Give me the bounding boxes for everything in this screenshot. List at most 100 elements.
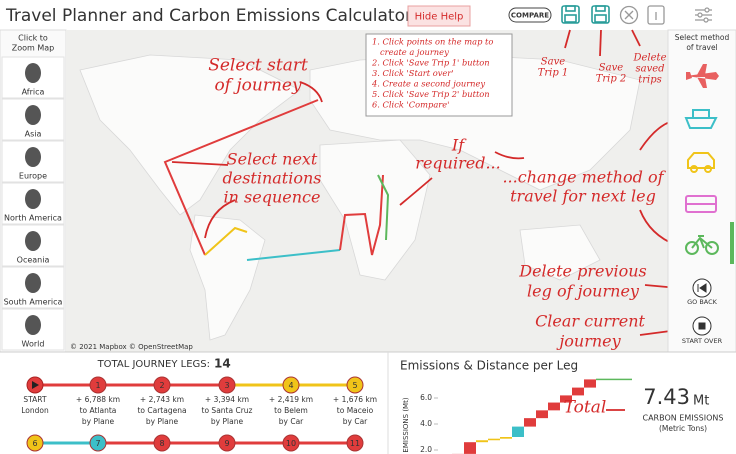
- leg-bar: [524, 418, 536, 427]
- region-icon: [25, 147, 41, 167]
- delete-saved-button[interactable]: [619, 5, 639, 25]
- stop-number: 10: [286, 439, 296, 448]
- stop-number: 7: [95, 439, 100, 448]
- bike-button[interactable]: [685, 235, 719, 255]
- stop-place: to Atlanta: [80, 406, 117, 415]
- leg-bar: [488, 438, 500, 441]
- annotation: in sequence: [224, 188, 321, 207]
- stop-number: 6: [32, 439, 37, 448]
- stop-marker[interactable]: [89, 434, 107, 452]
- region-label[interactable]: World: [22, 340, 45, 349]
- start-over-button[interactable]: [692, 316, 712, 336]
- help-step: 1. Click points on the map to: [372, 37, 493, 47]
- help-step: 4. Create a second journey: [371, 79, 485, 89]
- stop-marker[interactable]: [282, 434, 300, 452]
- region-icon: [25, 273, 41, 293]
- page-title: Travel Planner and Carbon Emissions Calc…: [5, 6, 412, 26]
- annotation: saved: [635, 64, 664, 75]
- stop-marker[interactable]: [282, 376, 300, 394]
- stop-marker[interactable]: [218, 434, 236, 452]
- stop-marker[interactable]: [218, 376, 236, 394]
- travel-heading: Select method: [675, 33, 730, 42]
- stop-marker[interactable]: [346, 376, 364, 394]
- start-label: START: [23, 395, 47, 404]
- stop-distance: + 3,394 km: [205, 395, 249, 404]
- region-icon: [25, 189, 41, 209]
- region-label[interactable]: South America: [4, 298, 63, 307]
- bus-button[interactable]: [685, 195, 717, 213]
- legs-heading: TOTAL JOURNEY LEGS:: [97, 359, 210, 370]
- y-tick-label: 4.0: [420, 419, 432, 428]
- leg-bar: [548, 402, 560, 411]
- annotation: destinations: [222, 169, 321, 188]
- help-step: 2. Click 'Save Trip 1' button: [371, 58, 490, 68]
- leg-bar: [476, 440, 488, 443]
- total-sublabel: (Metric Tons): [659, 424, 707, 433]
- region-label[interactable]: North America: [4, 214, 62, 223]
- go-back-label[interactable]: GO BACK: [687, 298, 718, 306]
- region-label[interactable]: Oceania: [17, 256, 50, 265]
- stop-number: 1: [95, 381, 100, 390]
- start-icon: [32, 381, 39, 389]
- annotation: journey: [556, 332, 621, 351]
- stop-mode: by Plane: [146, 417, 179, 426]
- stop-number: 8: [159, 439, 164, 448]
- annotation: of journey: [214, 76, 302, 96]
- hide-help-label[interactable]: Hide Help: [415, 12, 464, 23]
- leg-bar: [560, 395, 572, 403]
- plane-button[interactable]: [686, 64, 719, 88]
- help-step: 3. Click 'Start over': [372, 68, 454, 78]
- stop-marker[interactable]: [153, 434, 171, 452]
- region-label[interactable]: Africa: [22, 88, 45, 97]
- stop-place: to Belem: [274, 406, 308, 415]
- annotation: Save: [599, 63, 623, 74]
- stop-marker[interactable]: [26, 434, 44, 452]
- zoom-heading: Zoom Map: [12, 44, 55, 53]
- compare-button[interactable]: [508, 7, 552, 23]
- region-icon: [25, 315, 41, 335]
- region-label[interactable]: Asia: [25, 130, 42, 139]
- stop-place: to Santa Cruz: [202, 406, 253, 415]
- stop-number: 2: [159, 381, 164, 390]
- go-back-button[interactable]: [692, 278, 712, 298]
- continents: [79, 54, 641, 341]
- stop-marker[interactable]: [89, 376, 107, 394]
- y-tick-label: 6.0: [420, 393, 432, 402]
- car-button[interactable]: [687, 152, 715, 173]
- total-annotation: Total: [564, 398, 607, 418]
- start-over-label[interactable]: START OVER: [682, 337, 723, 345]
- annotation: Delete: [633, 53, 667, 64]
- stop-place: to Maceio: [337, 406, 374, 415]
- stop-number: 4: [288, 381, 293, 390]
- stop-distance: + 2,419 km: [269, 395, 313, 404]
- stop-marker[interactable]: [153, 376, 171, 394]
- annotation: Trip 1: [538, 68, 569, 79]
- info-button[interactable]: [647, 5, 665, 25]
- settings-button[interactable]: [695, 7, 712, 23]
- stop-marker[interactable]: [346, 434, 364, 452]
- leg-bar: [464, 442, 476, 454]
- leg-bar: [584, 379, 596, 388]
- leg-bar: [596, 378, 632, 381]
- chart-title: Emissions & Distance per Leg: [400, 359, 578, 373]
- compare-label[interactable]: COMPARE: [511, 12, 549, 20]
- travel-heading: of travel: [686, 43, 717, 52]
- annotation: Select next: [227, 150, 318, 169]
- save-trip-1-button[interactable]: [561, 5, 580, 24]
- stop-number: 5: [352, 381, 357, 390]
- region-label[interactable]: Europe: [19, 172, 47, 181]
- region-icon: [25, 231, 41, 251]
- y-tick-label: 2.0: [420, 445, 432, 454]
- map-credit: © 2021 Mapbox © OpenStreetMap: [70, 343, 193, 351]
- header-bg: [0, 0, 736, 30]
- stop-number: 11: [350, 439, 360, 448]
- hide-help-button[interactable]: [407, 5, 471, 27]
- annotation: required...: [415, 154, 500, 173]
- ship-button[interactable]: [684, 109, 718, 129]
- stop-mode: by Car: [279, 417, 304, 426]
- region-icon: [25, 105, 41, 125]
- route: [163, 99, 390, 261]
- save-trip-2-button[interactable]: [591, 5, 610, 24]
- total-value: 7.43: [643, 385, 690, 409]
- help-step: create a journey: [380, 47, 449, 57]
